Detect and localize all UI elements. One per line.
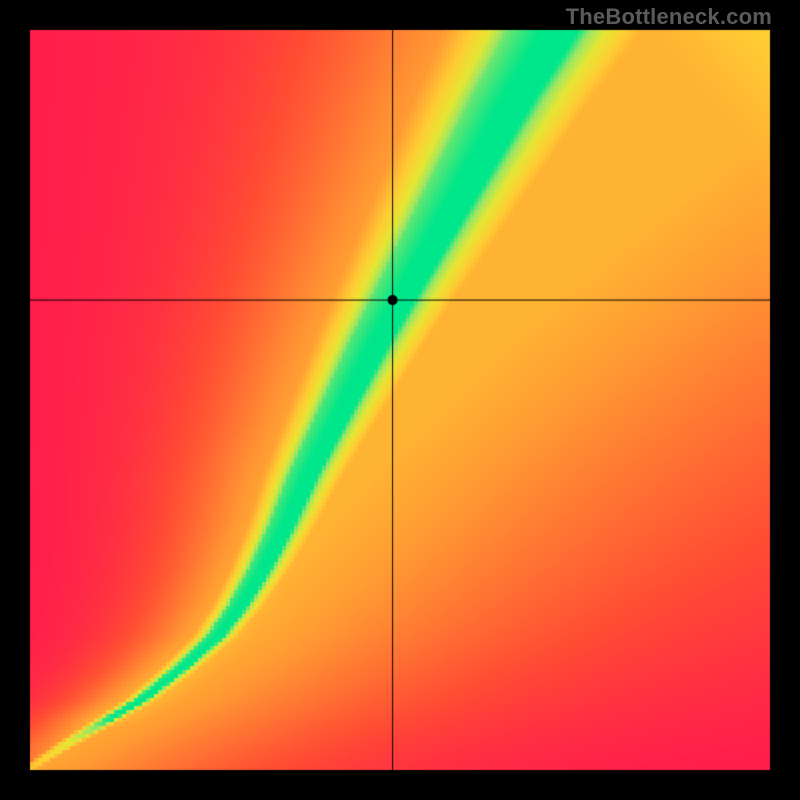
watermark-text: TheBottleneck.com bbox=[566, 4, 772, 30]
chart-container: TheBottleneck.com bbox=[0, 0, 800, 800]
heatmap-plot bbox=[0, 0, 800, 800]
